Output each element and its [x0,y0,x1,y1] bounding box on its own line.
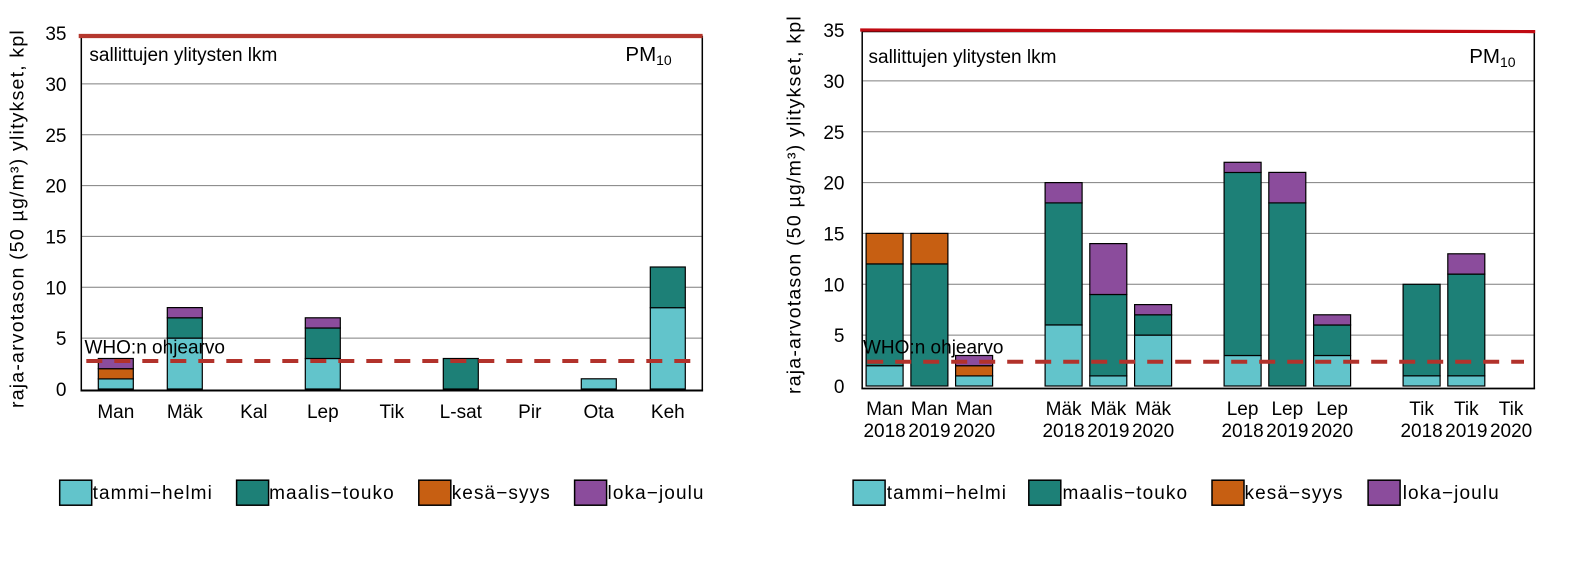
svg-text:25: 25 [45,126,66,147]
svg-text:maalis−touko: maalis−touko [1063,483,1189,504]
svg-text:35: 35 [823,21,844,42]
svg-text:2018: 2018 [1221,421,1263,442]
svg-text:Ota: Ota [583,402,614,423]
svg-text:raja-arvotason (50 µg/m³) ylit: raja-arvotason (50 µg/m³) ylitykset, kpl [783,15,805,394]
svg-text:loka−joulu: loka−joulu [608,483,705,504]
svg-text:2019: 2019 [1087,421,1129,442]
svg-text:tammi−helmi: tammi−helmi [93,483,213,504]
svg-text:25: 25 [823,123,844,144]
svg-text:35: 35 [45,24,66,45]
svg-text:20: 20 [45,177,66,198]
svg-text:Man: Man [866,399,903,420]
svg-text:2020: 2020 [1132,421,1174,442]
svg-text:Lep: Lep [307,402,339,423]
svg-text:30: 30 [823,72,844,93]
svg-text:Tik: Tik [379,402,404,423]
svg-text:Kal: Kal [240,402,267,423]
svg-text:5: 5 [834,326,845,347]
svg-text:Pir: Pir [518,402,542,423]
svg-text:Keh: Keh [651,402,685,423]
svg-text:2019: 2019 [908,421,950,442]
svg-text:Mäk: Mäk [1090,399,1126,420]
svg-text:15: 15 [45,227,66,248]
svg-text:Mäk: Mäk [1046,399,1082,420]
svg-text:2018: 2018 [1400,421,1442,442]
svg-text:Man: Man [911,399,948,420]
svg-text:10: 10 [45,278,66,299]
svg-text:kesä−syys: kesä−syys [1245,483,1344,504]
svg-text:2019: 2019 [1445,421,1487,442]
svg-text:maalis−touko: maalis−touko [269,483,395,504]
svg-text:Lep: Lep [1271,399,1303,420]
svg-text:kesä−syys: kesä−syys [452,483,551,504]
svg-text:raja-arvotason (50 µg/m³) ylit: raja-arvotason (50 µg/m³) ylitykset, kpl [7,29,29,408]
svg-text:Lep: Lep [1316,399,1348,420]
svg-text:15: 15 [823,224,844,245]
svg-text:Mäk: Mäk [167,402,203,423]
svg-text:2018: 2018 [863,421,905,442]
svg-text:0: 0 [834,377,845,398]
svg-text:0: 0 [56,380,67,401]
svg-text:WHO:n ohjearvo: WHO:n ohjearvo [863,338,1003,359]
svg-text:2018: 2018 [1042,421,1084,442]
svg-text:sallittujen ylitysten lkm: sallittujen ylitysten lkm [869,47,1057,68]
svg-text:2019: 2019 [1266,421,1308,442]
svg-text:PM10: PM10 [625,43,672,68]
svg-text:20: 20 [823,174,844,195]
svg-text:2020: 2020 [1311,421,1353,442]
svg-text:10: 10 [823,275,844,296]
svg-text:30: 30 [45,75,66,96]
svg-text:sallittujen ylitysten lkm: sallittujen ylitysten lkm [89,45,277,66]
svg-text:Tik: Tik [1454,399,1479,420]
svg-text:Man: Man [97,402,134,423]
svg-text:Tik: Tik [1499,399,1524,420]
svg-text:Lep: Lep [1227,399,1259,420]
svg-text:2020: 2020 [1490,421,1532,442]
svg-text:2020: 2020 [953,421,995,442]
svg-text:tammi−helmi: tammi−helmi [887,483,1007,504]
svg-text:Mäk: Mäk [1135,399,1171,420]
svg-text:Tik: Tik [1409,399,1434,420]
svg-text:L-sat: L-sat [440,402,483,423]
svg-text:loka−joulu: loka−joulu [1403,483,1500,504]
svg-text:WHO:n ohjearvo: WHO:n ohjearvo [85,338,225,359]
svg-text:Man: Man [956,399,993,420]
svg-text:5: 5 [56,329,67,350]
